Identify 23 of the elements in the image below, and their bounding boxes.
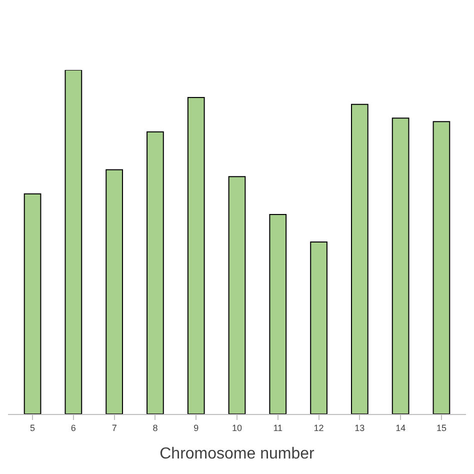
bar	[310, 242, 328, 414]
x-tick-label: 12	[314, 422, 324, 433]
bar	[432, 121, 450, 414]
x-tick-label: 11	[273, 422, 283, 433]
x-tick-label: 9	[194, 422, 199, 433]
bar	[64, 70, 82, 414]
x-tick-label: 10	[232, 422, 242, 433]
x-tick-label: 8	[152, 422, 158, 433]
bar	[351, 104, 368, 414]
x-tick-label: 7	[112, 422, 117, 433]
bar	[187, 97, 205, 414]
bar	[269, 214, 287, 414]
bar	[228, 176, 246, 414]
x-tick-label: 13	[354, 422, 365, 433]
bar	[24, 193, 42, 414]
x-tick-label: 14	[396, 422, 406, 433]
bar	[106, 169, 123, 414]
bar	[392, 118, 410, 414]
x-axis-title: Chromosome number	[160, 446, 316, 462]
x-tick-label: 6	[70, 422, 76, 433]
bar	[146, 131, 164, 414]
x-tick-label: 5	[30, 422, 36, 433]
x-tick-label: 15	[436, 422, 446, 433]
